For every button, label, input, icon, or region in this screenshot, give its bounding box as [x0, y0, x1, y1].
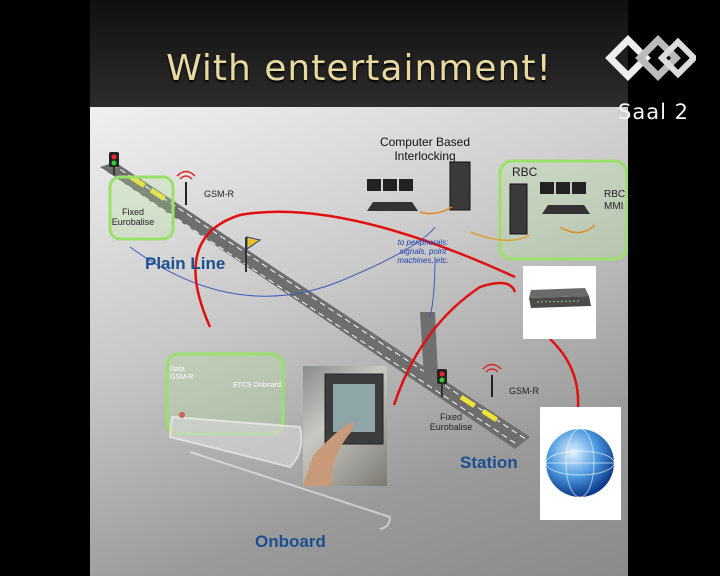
railway-diagram	[100, 152, 628, 530]
server-icon	[449, 161, 471, 211]
data-link-line	[549, 338, 580, 408]
antenna-icon	[176, 170, 196, 205]
saal-logo-icon	[600, 28, 699, 100]
network-switch-image	[523, 266, 596, 339]
station-label: Station	[460, 453, 518, 472]
onboard-label: Onboard	[255, 532, 326, 551]
server-icon	[509, 183, 528, 235]
gsm-r-station-label: GSM-R	[509, 386, 539, 396]
computer-monitors-icon	[367, 179, 418, 211]
flag-icon	[245, 236, 262, 272]
cbi-label: Computer Based Interlocking	[379, 135, 471, 163]
data-link-line	[194, 210, 516, 328]
data-gsm-r-label: Data GSM-R	[170, 366, 194, 382]
plain-line-label: Plain Line	[145, 254, 226, 273]
antenna-icon	[482, 363, 502, 397]
globe-icon	[540, 407, 621, 520]
peripherals-label: to peripherals: signals, point machines,…	[397, 238, 449, 266]
rbc-label: RBC	[512, 165, 538, 179]
rbc-mmi-label: RBC MMI	[604, 189, 626, 212]
signal-icon	[437, 369, 447, 397]
tablet-photo	[303, 366, 387, 486]
data-link-line	[392, 281, 517, 406]
fixed-eurobalise-box	[108, 175, 175, 241]
computer-monitors-icon	[540, 182, 590, 214]
train-icon	[168, 412, 392, 530]
slide-title: With entertainment!	[166, 48, 552, 89]
fixed-eurobalise-station-label: Fixed Eurobalise	[429, 412, 473, 433]
etcs-onboard-label: ETCS Onboard	[233, 382, 281, 389]
gsm-r-label: GSM-R	[204, 189, 234, 199]
title-bar	[90, 0, 628, 107]
room-label: Saal 2	[618, 100, 689, 124]
fixed-eurobalise-label: Fixed Eurobalise	[111, 207, 155, 228]
signal-icon	[109, 152, 119, 175]
